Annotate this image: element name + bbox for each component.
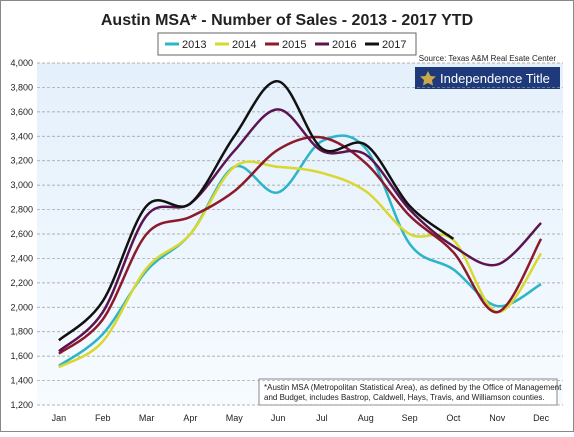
x-tick-label: Nov xyxy=(489,413,506,423)
legend-label: 2017 xyxy=(382,39,406,51)
y-tick-label: 3,600 xyxy=(10,107,33,117)
x-tick-label: Mar xyxy=(139,413,155,423)
y-tick-label: 4,000 xyxy=(10,58,33,68)
x-tick-label: May xyxy=(226,413,244,423)
y-tick-label: 2,400 xyxy=(10,253,33,263)
x-tick-label: Dec xyxy=(533,413,550,423)
logo-text: Independence Title xyxy=(440,71,550,86)
x-tick-label: Aug xyxy=(358,413,374,423)
series-line xyxy=(58,160,543,369)
series-line xyxy=(58,134,542,367)
chart-title: Austin MSA* - Number of Sales - 2013 - 2… xyxy=(101,12,473,29)
logo-box xyxy=(415,67,560,89)
x-tick-label: Feb xyxy=(95,413,111,423)
logo-star xyxy=(420,71,436,86)
x-tick-label: Oct xyxy=(446,413,461,423)
y-tick-label: 1,600 xyxy=(10,351,33,361)
footnote-box xyxy=(258,378,558,406)
legend-label: 2014 xyxy=(232,39,256,51)
legend-label: 2016 xyxy=(332,39,356,51)
source: Source: Texas A&M Real Esate Center xyxy=(419,54,557,63)
legend-label: 2015 xyxy=(282,39,306,51)
y-tick-label: 3,200 xyxy=(10,156,33,166)
x-tick-label: Jan xyxy=(52,413,67,423)
legend-box xyxy=(157,32,417,56)
y-tick-label: 3,800 xyxy=(10,82,33,92)
y-tick-label: 1,800 xyxy=(10,327,33,337)
y-tick-label: 2,000 xyxy=(10,302,33,312)
footnote: *Austin MSA (Metropolitan Statistical Ar… xyxy=(264,383,562,392)
x-tick-label: Apr xyxy=(183,413,197,423)
y-tick-label: 3,000 xyxy=(10,180,33,190)
x-tick-label: Sep xyxy=(402,413,418,423)
x-tick-label: Jun xyxy=(271,413,286,423)
series-line xyxy=(58,108,542,353)
footnote: and Budget, includes Bastrop, Caldwell, … xyxy=(264,393,545,402)
series-line xyxy=(58,80,455,342)
y-tick-label: 2,800 xyxy=(10,205,33,215)
legend-label: 2013 xyxy=(182,39,206,51)
y-tick-label: 2,200 xyxy=(10,278,33,288)
y-tick-label: 1,200 xyxy=(10,400,33,410)
y-tick-label: 3,400 xyxy=(10,131,33,141)
x-tick-label: Jul xyxy=(316,413,328,423)
y-tick-label: 2,600 xyxy=(10,229,33,239)
y-tick-label: 1,400 xyxy=(10,376,33,386)
